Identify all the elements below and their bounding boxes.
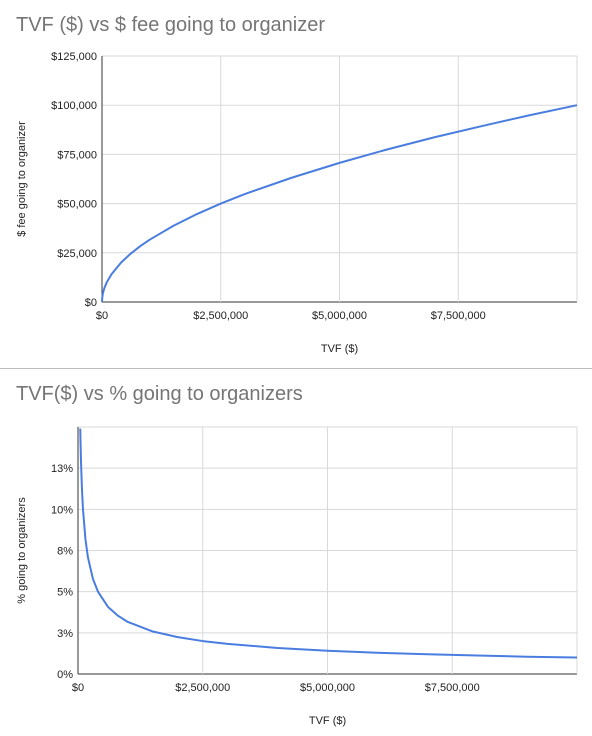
y-tick-label: $0 [85,297,97,309]
percent-chart-svg: 0% 3% 5% 8% 10% 13% $0 $2,500,000 $5,000,000 $7,5… [16,426,578,727]
x-axis-title: TVF ($) [321,343,358,355]
y-tick-label: $50,000 [57,199,97,211]
y-tick-label: 13% [51,463,73,475]
y-tick-label: 10% [51,504,73,516]
chart-panel-fee: TVF ($) vs $ fee going to organizer $0 $2… [16,14,578,355]
y-tick-label: 0% [57,669,73,681]
y-axis-title: $ fee going to organizer [16,121,28,237]
y-tick-label: 5% [57,587,73,599]
y-axis-title: % going to organizers [16,497,28,604]
series-line [101,104,578,303]
x-tick-label: $5,000,000 [312,310,367,322]
x-axis-title: TVF ($) [309,715,346,727]
chart-title: TVF ($) vs $ fee going to organizer [16,14,326,36]
chart-divider [0,368,592,369]
y-tick-label: $75,000 [57,149,97,161]
x-tick-label: $7,500,000 [425,682,480,694]
x-tick-label: $0 [72,682,84,694]
y-tick-label: 8% [57,546,73,558]
chart-panel-percent: TVF($) vs % going to organizers 0% 3% 5% 8%… [0,369,592,736]
y-tick-label: $100,000 [51,100,97,112]
y-tick-label: 3% [57,628,73,640]
x-tick-label: $7,500,000 [431,310,486,322]
fee-chart-svg: $0 $25,000 $50,000 $75,000 $100,000 $125,000 $… [16,51,578,355]
y-tick-label: $25,000 [57,248,97,260]
chart-title: TVF($) vs % going to organizers [16,383,303,405]
series-line [79,428,578,659]
x-tick-label: $5,000,000 [300,682,355,694]
x-tick-label: $0 [96,310,108,322]
y-tick-label: $125,000 [51,51,97,63]
x-tick-label: $2,500,000 [175,682,230,694]
x-tick-label: $2,500,000 [193,310,248,322]
